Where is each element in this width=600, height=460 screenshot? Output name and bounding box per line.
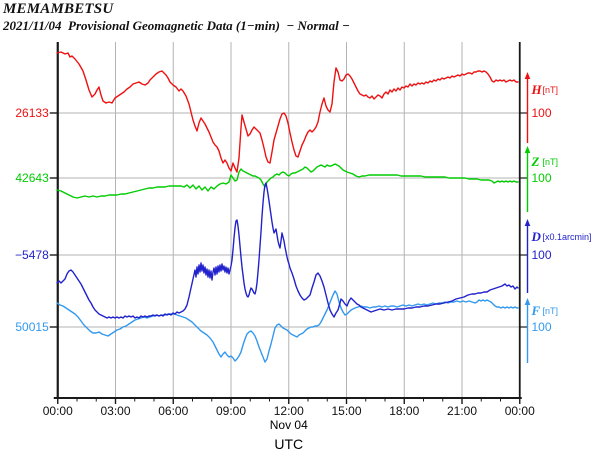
time-tick-label: 12:00 [274, 404, 304, 418]
grid-layer [57, 42, 520, 398]
scale-arrowhead-Z [524, 146, 531, 153]
scale-value-H: 100 [532, 106, 552, 120]
scale-value-F: 100 [532, 320, 552, 334]
time-tick-label: 03:00 [100, 404, 130, 418]
d-trace [56, 182, 519, 319]
time-tick-label: 15:00 [331, 404, 361, 418]
component-unit-D: [x0.1arcmin] [543, 232, 592, 242]
f-trace [56, 290, 519, 363]
z-trace [56, 163, 519, 199]
axis-value-label-D: −5478 [15, 248, 49, 262]
time-tick-label: 09:00 [216, 404, 246, 418]
station-title: MEMAMBETSU [3, 1, 114, 17]
date-label: Nov 04 [270, 418, 308, 432]
utc-axis-label: UTC [274, 436, 303, 452]
scale-arrowhead-D [524, 219, 531, 226]
traces-layer [56, 51, 519, 363]
scale-value-D: 100 [532, 248, 552, 262]
time-tick-label: 06:00 [158, 404, 188, 418]
time-tick-label: 21:00 [447, 404, 477, 418]
h-trace [56, 51, 519, 173]
axis-value-label-H: 26133 [15, 106, 49, 120]
axis-value-label-Z: 42643 [15, 171, 49, 185]
time-tick-label: 00:00 [505, 404, 535, 418]
component-letter-H: H [531, 82, 543, 97]
component-letter-Z: Z [531, 154, 540, 169]
scale-arrowhead-H [524, 72, 531, 79]
component-unit-Z: [nT] [543, 157, 559, 167]
component-letter-D: D [531, 229, 542, 244]
component-letter-F: F [531, 303, 541, 318]
scale-value-Z: 100 [532, 171, 552, 185]
plot-subtitle: 2021/11/04 Provisional Geomagnetic Data … [3, 18, 350, 33]
plot-header: MEMAMBETSU 2021/11/04 Provisional Geomag… [3, 1, 350, 33]
time-tick-label: 18:00 [389, 404, 419, 418]
axes-layer [49, 42, 528, 404]
component-unit-H: [nT] [543, 85, 559, 95]
component-unit-F: [nT] [543, 306, 559, 316]
axis-value-label-F: 50015 [15, 320, 49, 334]
time-tick-label: 00:00 [43, 404, 73, 418]
scale-arrowhead-F [524, 298, 531, 305]
